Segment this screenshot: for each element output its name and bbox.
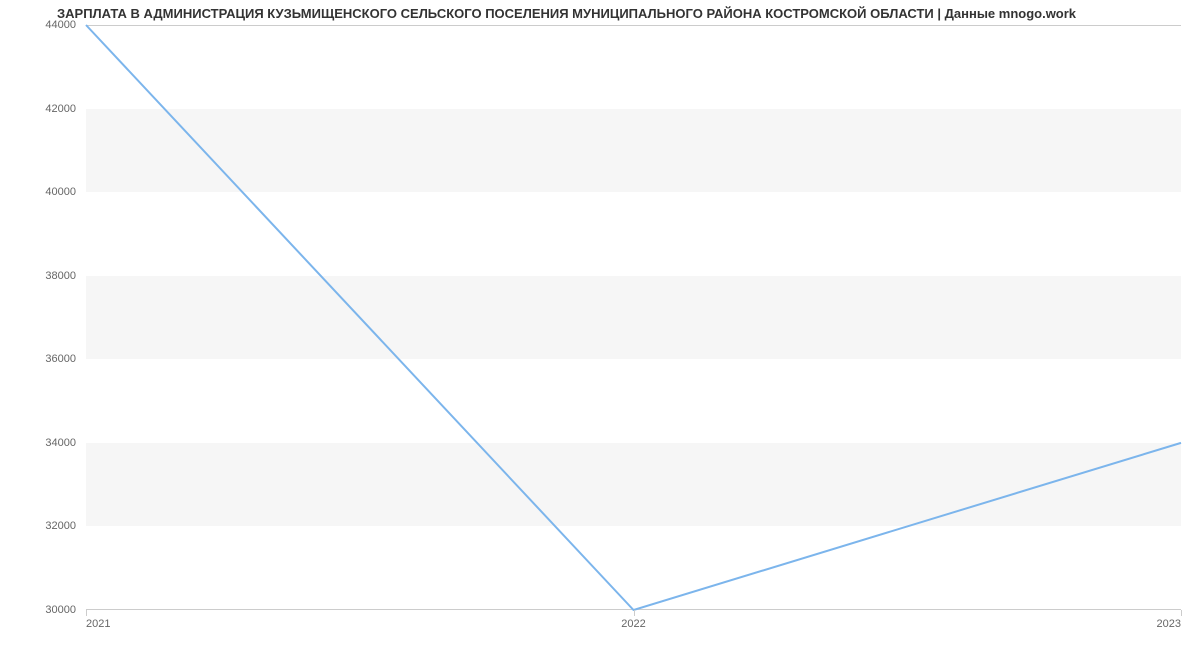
series-line bbox=[86, 25, 1181, 610]
x-tick bbox=[86, 610, 87, 616]
y-tick-label: 44000 bbox=[0, 19, 76, 31]
plot-area bbox=[86, 25, 1181, 610]
x-tick bbox=[1181, 610, 1182, 616]
x-tick-label: 2023 bbox=[1157, 618, 1181, 630]
y-tick-label: 36000 bbox=[0, 353, 76, 365]
y-tick-label: 40000 bbox=[0, 186, 76, 198]
x-tick bbox=[634, 610, 635, 616]
y-tick-label: 38000 bbox=[0, 270, 76, 282]
y-tick-label: 32000 bbox=[0, 520, 76, 532]
y-tick-label: 42000 bbox=[0, 103, 76, 115]
x-tick-label: 2021 bbox=[86, 618, 110, 630]
y-tick-label: 34000 bbox=[0, 437, 76, 449]
chart-title: ЗАРПЛАТА В АДМИНИСТРАЦИЯ КУЗЬМИЩЕНСКОГО … bbox=[57, 6, 1076, 21]
y-tick-label: 30000 bbox=[0, 604, 76, 616]
x-tick-label: 2022 bbox=[621, 618, 645, 630]
